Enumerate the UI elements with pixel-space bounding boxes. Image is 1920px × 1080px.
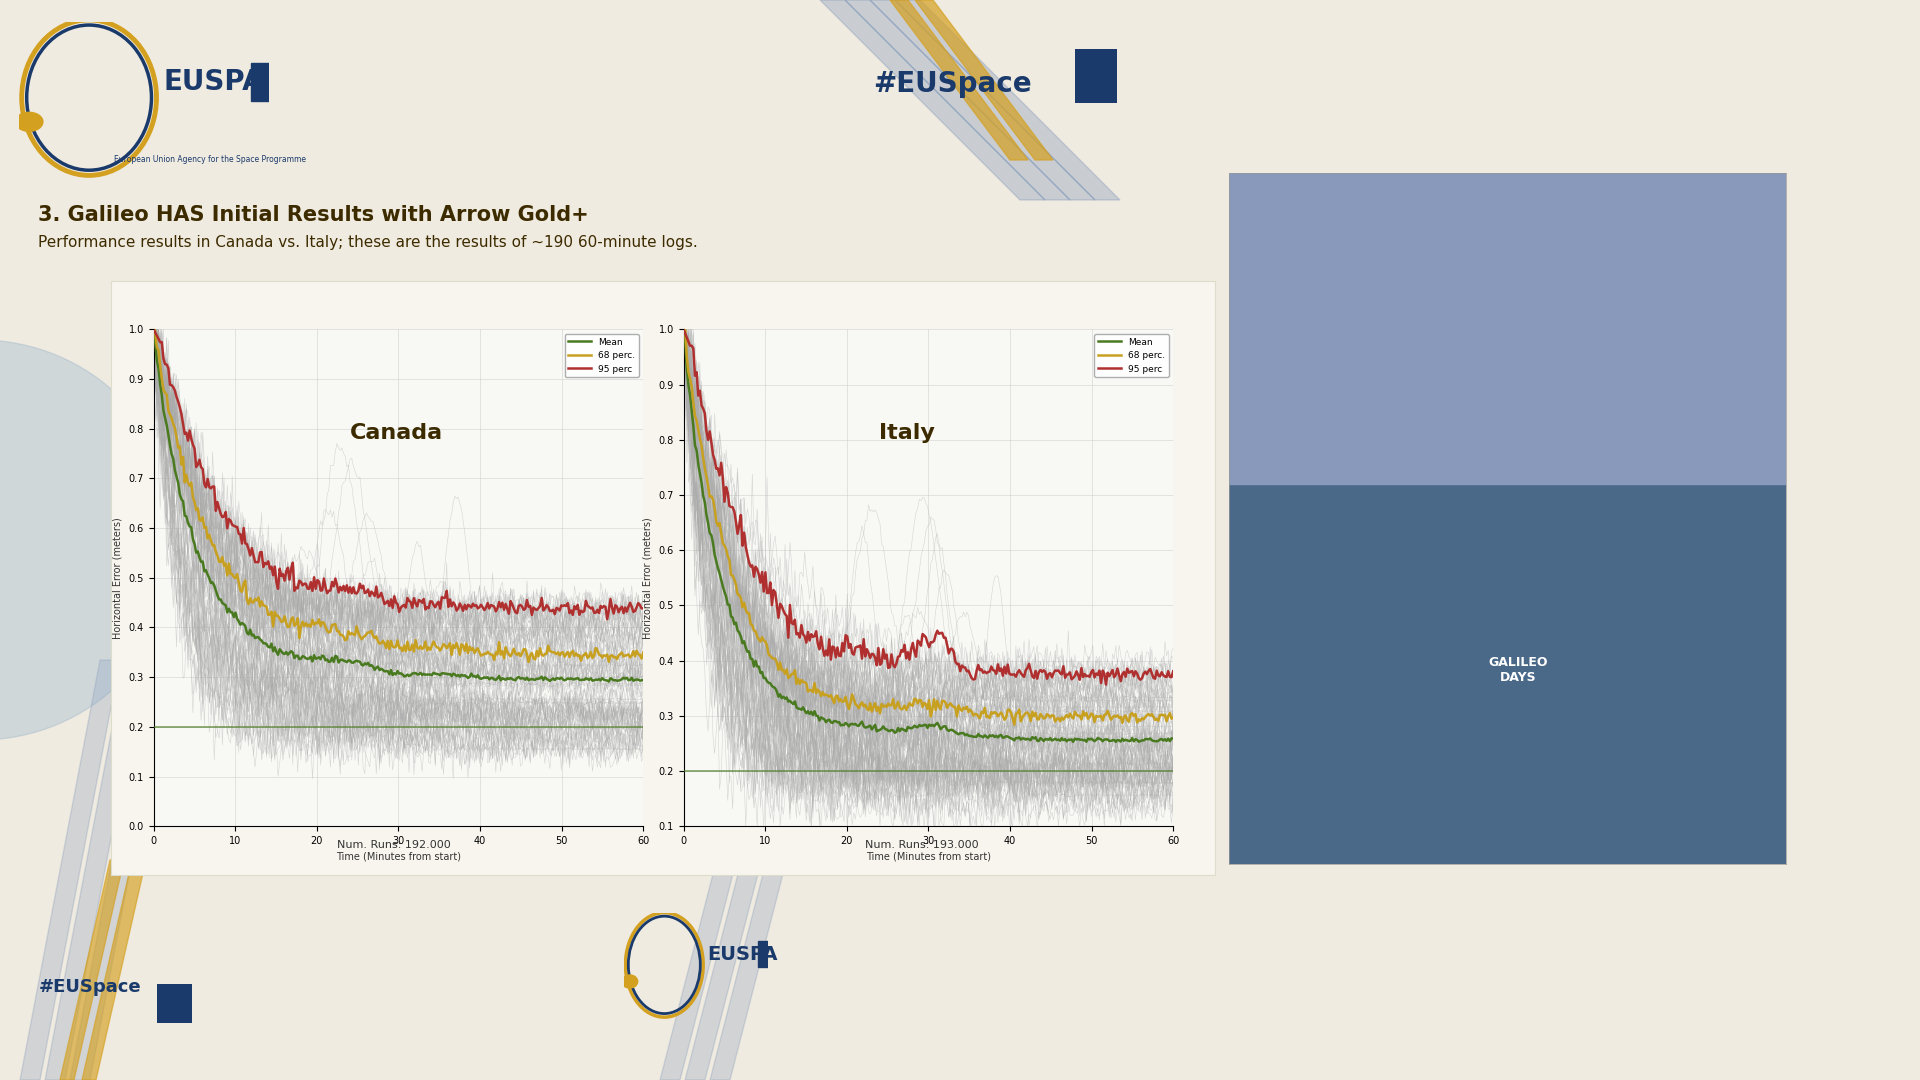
Polygon shape — [845, 0, 1069, 200]
Text: Num. Runs: 193.000: Num. Runs: 193.000 — [864, 840, 979, 850]
Text: Num. Runs: 192.000: Num. Runs: 192.000 — [336, 840, 451, 850]
Bar — [252, 63, 276, 102]
Polygon shape — [870, 0, 1094, 200]
Y-axis label: Horizontal Error (meters): Horizontal Error (meters) — [643, 517, 653, 638]
Polygon shape — [710, 730, 820, 1080]
Text: 3. Galileo HAS Initial Results with Arrow Gold+: 3. Galileo HAS Initial Results with Arro… — [38, 205, 589, 226]
Text: #EUSpace: #EUSpace — [874, 70, 1033, 98]
Text: GALILEO
DAYS: GALILEO DAYS — [1488, 657, 1548, 685]
Circle shape — [622, 975, 637, 988]
X-axis label: Time (Minutes from start): Time (Minutes from start) — [336, 851, 461, 862]
Circle shape — [0, 340, 180, 740]
Polygon shape — [895, 0, 1119, 200]
X-axis label: Time (Minutes from start): Time (Minutes from start) — [866, 851, 991, 862]
Text: European Union Agency for the Space Programme: European Union Agency for the Space Prog… — [113, 156, 305, 164]
Text: EUSPA: EUSPA — [163, 68, 265, 96]
Polygon shape — [83, 860, 146, 1080]
Polygon shape — [916, 0, 1052, 160]
Polygon shape — [19, 660, 119, 1080]
Polygon shape — [44, 660, 146, 1080]
Bar — [758, 941, 772, 968]
Legend: Mean, 68 perc., 95 perc: Mean, 68 perc., 95 perc — [1094, 334, 1169, 377]
Legend: Mean, 68 perc., 95 perc: Mean, 68 perc., 95 perc — [564, 334, 639, 377]
Polygon shape — [820, 0, 1044, 200]
Polygon shape — [60, 860, 125, 1080]
Polygon shape — [660, 730, 770, 1080]
Circle shape — [15, 112, 42, 132]
Polygon shape — [69, 660, 171, 1080]
Text: EUSPA: EUSPA — [707, 945, 778, 963]
Bar — [1229, 173, 1786, 484]
Text: Canada: Canada — [349, 422, 444, 443]
Text: Italy: Italy — [879, 422, 935, 443]
Polygon shape — [685, 730, 795, 1080]
Y-axis label: Horizontal Error (meters): Horizontal Error (meters) — [113, 517, 123, 638]
Polygon shape — [891, 0, 1027, 160]
Text: #EUSpace: #EUSpace — [38, 977, 140, 996]
Text: Performance results in Canada vs. Italy; these are the results of ~190 60-minute: Performance results in Canada vs. Italy;… — [38, 235, 699, 251]
